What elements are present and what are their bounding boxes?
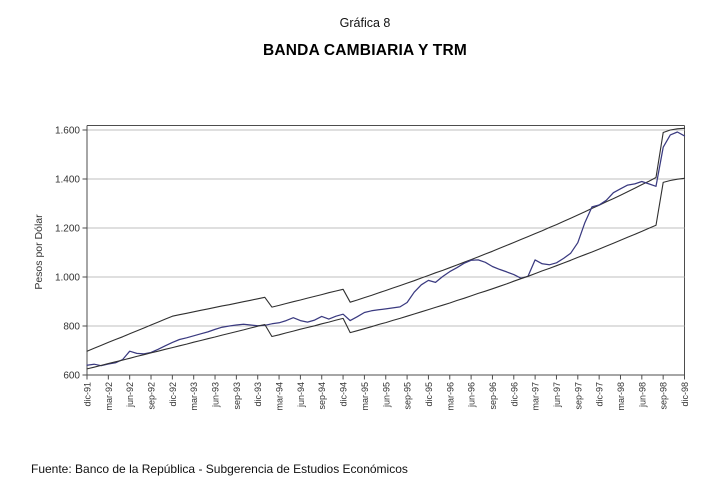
plot-border [87,125,685,375]
x-tick-label: mar-92 [104,382,114,411]
x-tick-label: jun-95 [381,382,391,408]
x-tick-label: jun-92 [125,382,135,408]
x-tick-label: sep-92 [147,382,157,410]
chart-title: BANDA CAMBIARIA Y TRM [263,42,467,59]
x-tick-label: mar-95 [360,382,370,411]
y-tick-label: 1.200 [55,224,80,235]
x-tick-label: jun-96 [467,382,477,408]
series-banda_superior [86,127,686,352]
x-tick-label: jun-94 [296,382,306,408]
series-banda_inferior [86,177,686,370]
x-tick-label: sep-98 [659,382,669,410]
x-tick-label: sep-94 [317,382,327,410]
x-tick-label: mar-94 [275,382,285,411]
series-lines [86,127,686,370]
x-tick-label: jun-93 [211,382,221,408]
x-tick-label: jun-97 [552,382,562,408]
x-tick-label: mar-93 [189,382,199,411]
x-tick-label: mar-96 [445,382,455,411]
y-axis-title: Pesos por Dólar [33,214,45,290]
series-trm [86,131,686,367]
x-tick-label: dic-96 [509,382,519,407]
y-tick-label: 1.000 [55,273,80,284]
x-tick-label: mar-97 [531,382,541,411]
x-tick-label: dic-92 [168,382,178,407]
x-tick-label: dic-98 [680,382,690,407]
x-tick-label: dic-93 [253,382,263,407]
axis-ticks [82,129,685,380]
y-tick-label: 1.400 [55,175,80,186]
x-tick-label: mar-98 [616,382,626,411]
source-note: Fuente: Banco de la República - Subgeren… [31,462,408,476]
gridlines [87,129,685,327]
x-tick-label: dic-91 [83,382,93,407]
x-tick-label: dic-94 [339,382,349,407]
x-tick-label: dic-97 [595,382,605,407]
x-tick-label: sep-97 [573,382,583,410]
x-tick-label: dic-95 [424,382,434,407]
x-tick-label: sep-95 [403,382,413,410]
x-tick-label: jun-98 [637,382,647,408]
y-tick-label: 1.600 [55,126,80,137]
chart-number: Gráfica 8 [339,16,391,30]
x-tick-label: sep-93 [232,382,242,410]
y-tick-label: 600 [63,371,80,382]
y-tick-label: 800 [63,322,80,333]
x-tick-labels: dic-91 mar-92 jun-92 sep-92 dic-92 mar-93 jun-… [83,382,691,411]
y-tick-labels: 600 800 1.000 1.200 1.400 1.600 [55,126,80,382]
x-tick-label: sep-96 [488,382,498,410]
